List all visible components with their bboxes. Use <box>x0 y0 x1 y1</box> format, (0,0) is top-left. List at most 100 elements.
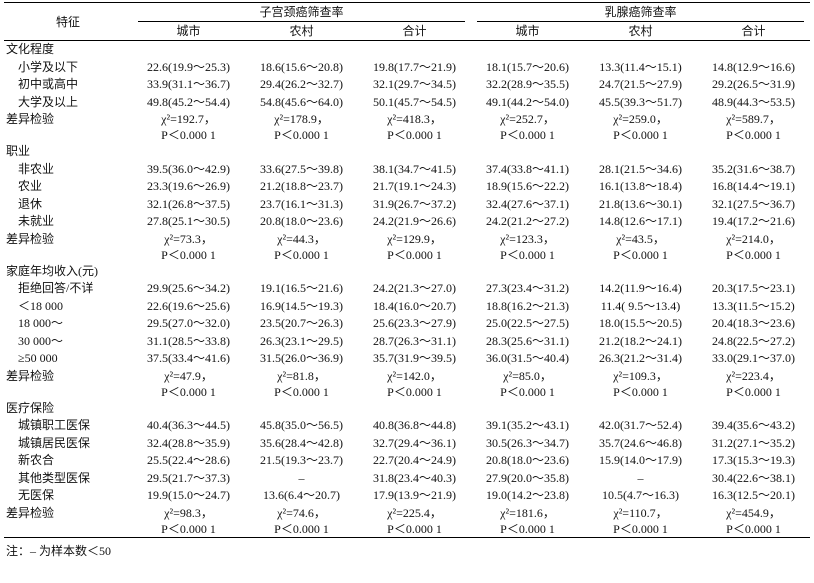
value-cell: 25.5(22.4～28.6) <box>147 453 230 467</box>
group-title: 乳腺癌筛查率 <box>477 3 804 22</box>
chi-square: χ²=192.7， <box>161 112 216 126</box>
value-cell: 29.5(27.0～32.0) <box>147 316 230 330</box>
p-value: P＜0.000 1 <box>161 384 216 399</box>
value-cell: 48.9(44.3～53.5) <box>712 94 795 109</box>
test-row: 差异检验 χ²=98.3， P＜0.000 1 χ²=74.6， P＜0.000 1 χ²… <box>4 504 810 538</box>
data-row: ≥50 000 37.5(33.4～41.6) 31.5(26.0～36.9) 35.… <box>4 350 810 368</box>
test-cell: χ²=74.6， P＜0.000 1 <box>245 504 358 538</box>
value-cell: 35.7(24.6～46.8) <box>599 435 682 450</box>
section-row: 文化程度 <box>4 41 810 59</box>
test-cell: χ²=110.7， P＜0.000 1 <box>584 504 697 538</box>
value-cell: 13.3(11.5～15.2) <box>712 298 795 313</box>
p-value: P＜0.000 1 <box>387 247 442 262</box>
test-cell: χ²=181.6， P＜0.000 1 <box>471 504 584 538</box>
data-row: 未就业 27.8(25.1～30.5) 20.8(18.0～23.6) 24.2(21… <box>4 213 810 231</box>
value-cell: 23.7(16.1～31.3) <box>260 196 343 211</box>
value-cell: 29.2(26.5～31.9) <box>712 77 795 91</box>
test-cell: χ²=223.4， P＜0.000 1 <box>697 368 810 400</box>
value-cell: 19.9(15.0～24.7) <box>147 488 230 502</box>
chi-square: χ²=589.7， <box>726 112 781 126</box>
value-cell: 31.9(26.7～37.2) <box>373 196 456 211</box>
value-cell: 30.4(22.6～38.1) <box>712 470 795 485</box>
value-cell: 50.1(45.7～54.5) <box>373 94 456 109</box>
value-cell: 22.7(20.4～24.9) <box>373 453 456 467</box>
value-cell: 21.7(19.1～24.3) <box>373 179 456 193</box>
data-row: 初中或高中 33.9(31.1～36.7) 29.4(26.2～32.7) 32.1(… <box>4 76 810 94</box>
value-cell: 42.0(31.7～52.4) <box>599 418 682 432</box>
table-body: 文化程度 小学及以下 22.6(19.9～25.3) 18.6(15.6～20.8) 1… <box>4 41 810 538</box>
value-cell: 16.8(14.4～19.1) <box>712 179 795 193</box>
value-cell: 17.9(13.9～21.9) <box>373 488 456 502</box>
row-label: 城镇居民医保 <box>18 435 91 450</box>
p-value: P＜0.000 1 <box>161 521 216 536</box>
value-cell: 49.8(45.2～54.4) <box>147 94 230 109</box>
header-cell: 特征 <box>4 2 132 41</box>
group-title: 子宫颈癌筛查率 <box>138 3 465 22</box>
value-cell: 18.0(15.5～20.5) <box>599 316 682 330</box>
value-cell: 18.6(15.6～20.8) <box>260 59 343 74</box>
data-row: 拒绝回答/不详 29.9(25.6～34.2) 19.1(16.5～21.6) 24.… <box>4 280 810 298</box>
value-cell: 38.1(34.7～41.5) <box>373 161 456 176</box>
value-cell: 21.2(18.8～23.7) <box>260 179 343 193</box>
value-cell: 39.4(35.6～43.2) <box>712 418 795 432</box>
value-cell: 27.8(25.1～30.5) <box>147 214 230 228</box>
group-header: 乳腺癌筛查率 <box>471 2 810 22</box>
value-cell: 18.4(16.0～20.7) <box>373 298 456 313</box>
row-label: 新农合 <box>18 453 55 467</box>
value-cell: 32.1(26.8～37.5) <box>147 196 230 211</box>
chi-square: χ²=109.3， <box>613 368 668 383</box>
p-value: P＜0.000 1 <box>274 128 329 142</box>
test-label: 差异检验 <box>6 368 55 383</box>
value-cell: 30.5(26.3～34.7) <box>486 435 569 450</box>
p-value: P＜0.000 1 <box>726 521 781 536</box>
p-value: P＜0.000 1 <box>613 521 668 536</box>
value-cell: 19.8(17.7～21.9) <box>373 59 456 74</box>
value-cell: 28.1(21.5～34.6) <box>599 161 682 176</box>
section-row: 家庭年均收入(元) <box>4 263 810 281</box>
chi-square: χ²=454.9， <box>726 505 781 520</box>
chi-square: χ²=259.0， <box>613 112 668 126</box>
column-header: 合计 <box>358 22 471 41</box>
value-cell: 40.8(36.8～44.8) <box>373 418 456 432</box>
value-cell: 27.3(23.4～31.2) <box>486 281 569 295</box>
value-cell: 25.0(22.5～27.5) <box>486 316 569 330</box>
value-cell: 24.8(22.5～27.2) <box>712 333 795 348</box>
row-label: 18 000～ <box>18 316 64 330</box>
test-row: 差异检验 χ²=73.3， P＜0.000 1 χ²=44.3， P＜0.000 1 χ²… <box>4 231 810 263</box>
chi-square: χ²=98.3， <box>164 505 213 520</box>
row-label: 其他类型医保 <box>18 470 91 485</box>
test-label: 差异检验 <box>4 504 132 538</box>
data-row: 无医保 19.9(15.0～24.7) 13.6(6.4～20.7) 17.9(13.… <box>4 487 810 505</box>
data-row: 非农业 39.5(36.0～42.9) 33.6(27.5～39.8) 38.1(34… <box>4 161 810 179</box>
value-cell: 49.1(44.2～54.0) <box>486 94 569 109</box>
test-row: 差异检验 χ²=47.9， P＜0.000 1 χ²=81.8， P＜0.000 1 χ²… <box>4 368 810 400</box>
p-value: P＜0.000 1 <box>500 247 555 262</box>
p-value: P＜0.000 1 <box>726 247 781 262</box>
value-cell: 22.6(19.6～25.6) <box>147 298 230 313</box>
data-row: ＜18 000 22.6(19.6～25.6) 16.9(14.5～19.3) 18.… <box>4 298 810 316</box>
test-cell: χ²=225.4， P＜0.000 1 <box>358 504 471 538</box>
value-cell: 39.5(36.0～42.9) <box>147 161 230 176</box>
test-cell: χ²=98.3， P＜0.000 1 <box>132 504 245 538</box>
data-row: 其他类型医保 29.5(21.7～37.3) – 31.8(23.4～40.3) 27.… <box>4 470 810 488</box>
p-value: P＜0.000 1 <box>161 247 216 262</box>
value-cell: 16.1(13.8～18.4) <box>599 179 682 193</box>
table-note: 注：– 为样本数＜50 <box>6 543 112 558</box>
value-cell: 37.5(33.4～41.6) <box>147 351 230 365</box>
value-cell: 14.2(11.9～16.4) <box>599 281 682 295</box>
row-label: 退休 <box>18 196 43 211</box>
data-table: 特征 子宫颈癌筛查率 乳腺癌筛查率 城市 农村 合计 城市 农村 合计 文化程度 小学及以下 22.… <box>4 2 810 538</box>
value-cell: 35.6(28.4～42.8) <box>260 435 343 450</box>
row-label: ＜18 000 <box>18 298 64 313</box>
p-value: P＜0.000 1 <box>726 384 781 399</box>
value-cell: 18.1(15.7～20.6) <box>486 59 569 74</box>
value-cell: 20.3(17.5～23.1) <box>712 281 795 295</box>
value-cell: 32.7(29.4～36.1) <box>373 435 456 450</box>
value-cell: 54.8(45.6～64.0) <box>260 94 343 109</box>
value-cell: 25.6(23.3～27.9) <box>373 316 456 330</box>
section-title: 文化程度 <box>6 42 55 56</box>
header-row: 特征 子宫颈癌筛查率 乳腺癌筛查率 <box>4 2 810 41</box>
row-label: 非农业 <box>18 161 55 176</box>
value-cell: 18.8(16.2～21.3) <box>486 298 569 313</box>
value-cell: 29.5(21.7～37.3) <box>147 470 230 485</box>
